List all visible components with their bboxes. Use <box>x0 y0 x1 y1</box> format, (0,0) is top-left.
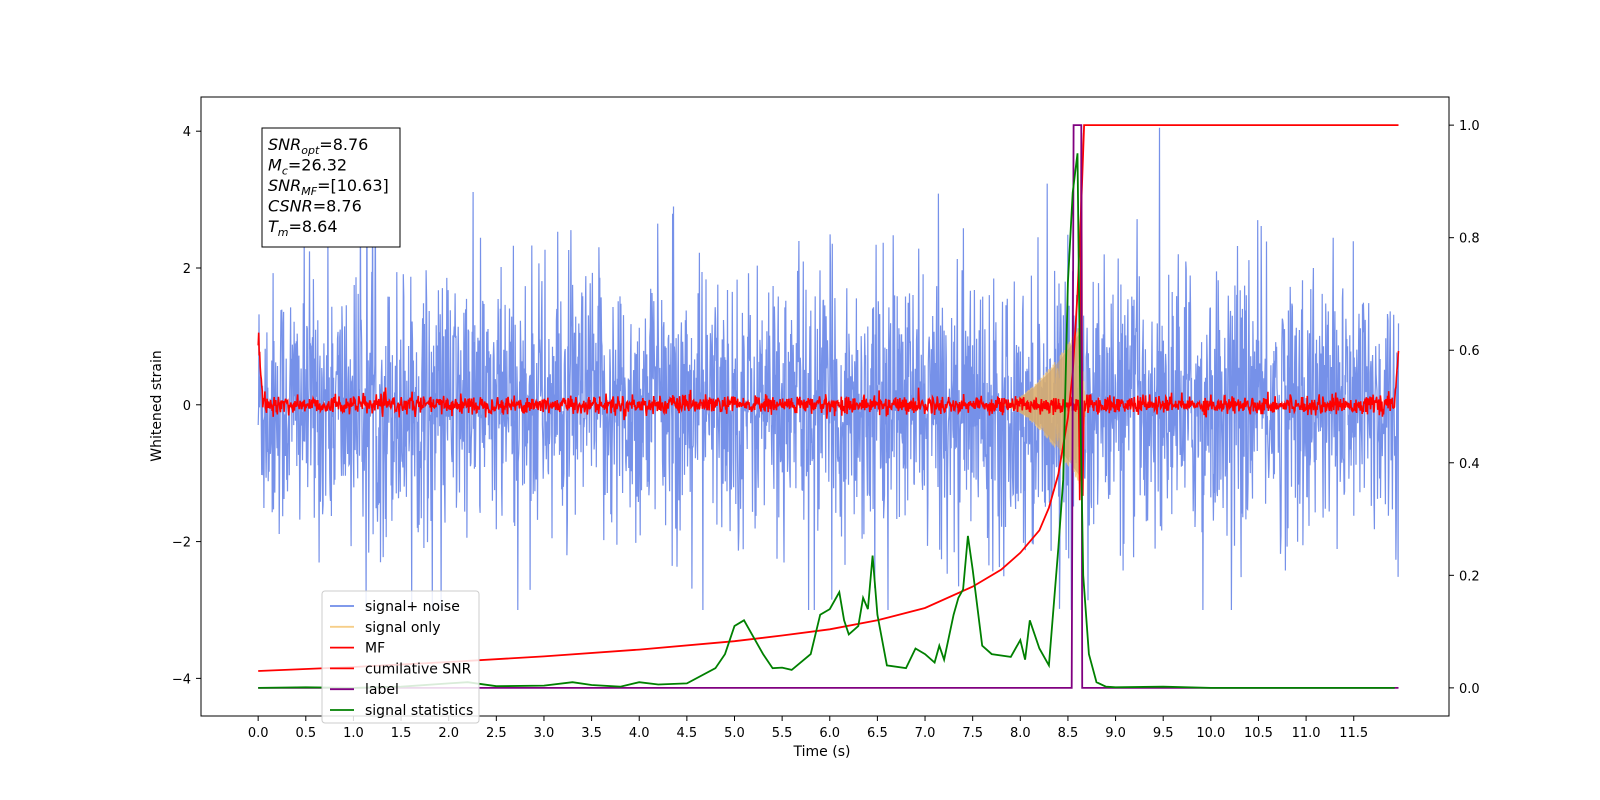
y-axis-label: Whitened strain <box>149 350 165 461</box>
y-axis-left: −4 −2 0 2 4 <box>172 125 201 687</box>
y-right-tick-label: 0.0 <box>1459 682 1480 697</box>
y-right-tick-label: 0.8 <box>1459 232 1480 247</box>
y-left-tick-label: −2 <box>172 536 191 551</box>
info-subscript: MF <box>301 185 317 198</box>
info-symbol: T <box>268 217 279 236</box>
info-value: =[10.63] <box>317 176 389 195</box>
info-value: =8.76 <box>313 197 362 216</box>
x-tick-label: 9.0 <box>1105 726 1126 741</box>
y-right-tick-label: 0.2 <box>1459 569 1480 584</box>
x-tick-label: 6.5 <box>867 726 888 741</box>
x-tick-label: 5.0 <box>724 726 745 741</box>
x-tick-label: 9.5 <box>1153 726 1174 741</box>
legend-frame <box>321 590 480 724</box>
y-right-tick-label: 0.6 <box>1459 344 1480 359</box>
y-axis-right: 0.0 0.2 0.4 0.6 0.8 1.0 <box>1449 119 1480 697</box>
x-tick-label: 11.5 <box>1339 726 1368 741</box>
y-right-tick-label: 1.0 <box>1459 119 1480 134</box>
x-tick-label: 10.5 <box>1244 726 1273 741</box>
x-tick-label: 10.0 <box>1196 726 1225 741</box>
plot-frame <box>200 96 1450 717</box>
x-axis-label: Time (s) <box>793 744 851 760</box>
x-tick-label: 0.5 <box>295 726 316 741</box>
y-left-tick-label: 2 <box>183 262 191 277</box>
info-box-frame <box>261 127 401 248</box>
info-symbol: SNR <box>268 135 301 154</box>
info-symbol: CSNR <box>268 197 313 216</box>
legend-label: MF <box>365 641 385 657</box>
x-tick-label: 7.0 <box>915 726 936 741</box>
info-symbol: SNR <box>268 176 301 195</box>
x-tick-label: 6.0 <box>819 726 840 741</box>
series-layer <box>257 124 1400 689</box>
legend-label: cumilative SNR <box>365 661 472 677</box>
y-left-tick-label: 0 <box>183 399 191 414</box>
series-signal-noise-line <box>257 127 1400 611</box>
y-left-tick-label: 4 <box>183 125 191 140</box>
info-line: CSNR=8.76 <box>268 197 362 216</box>
info-subscript: opt <box>301 144 320 157</box>
x-tick-label: 3.5 <box>581 726 602 741</box>
x-tick-label: 7.5 <box>962 726 983 741</box>
y-right-tick-label: 0.4 <box>1459 457 1480 472</box>
x-tick-label: 0.0 <box>248 726 269 741</box>
series-cumulative-snr-line <box>258 124 1399 672</box>
x-tick-label: 3.0 <box>534 726 555 741</box>
info-line: SNRMF=[10.63] <box>268 176 389 198</box>
info-value: =8.76 <box>319 135 368 154</box>
info-line: SNRopt=8.76 <box>268 135 368 157</box>
series-mf-line <box>257 132 1400 501</box>
info-box: SNRopt=8.76Mc=26.32SNRMF=[10.63]CSNR=8.7… <box>261 127 401 248</box>
info-subscript: c <box>282 165 288 178</box>
legend-label: signal statistics <box>365 703 473 719</box>
x-axis: 0.0 0.5 1.0 1.5 2.0 2.5 3.0 3.5 4.0 4.5 5.0 5.5 6.0 6… <box>248 716 1368 741</box>
x-tick-label: 8.5 <box>1058 726 1079 741</box>
x-tick-label: 2.5 <box>486 726 507 741</box>
legend-label: signal+ noise <box>365 599 460 615</box>
y-left-tick-label: −4 <box>172 672 191 687</box>
x-tick-label: 8.0 <box>1010 726 1031 741</box>
series-signal-statistics-line <box>258 153 1395 689</box>
x-tick-label: 4.5 <box>677 726 698 741</box>
info-line: Mc=26.32 <box>268 156 347 178</box>
info-subscript: m <box>278 226 289 239</box>
x-tick-label: 5.5 <box>772 726 793 741</box>
x-tick-label: 1.0 <box>343 726 364 741</box>
info-line: Tm=8.64 <box>268 217 338 239</box>
info-value: =8.64 <box>289 217 338 236</box>
x-tick-label: 2.0 <box>438 726 459 741</box>
x-tick-label: 4.0 <box>629 726 650 741</box>
legend-label: label <box>365 682 399 698</box>
legend: signal+ noise signal only MF cumilative SNR… <box>321 590 480 724</box>
info-value: =26.32 <box>288 156 347 175</box>
legend-label: signal only <box>365 620 440 636</box>
info-symbol: M <box>268 156 282 175</box>
x-tick-label: 1.5 <box>391 726 412 741</box>
x-tick-label: 11.0 <box>1292 726 1321 741</box>
